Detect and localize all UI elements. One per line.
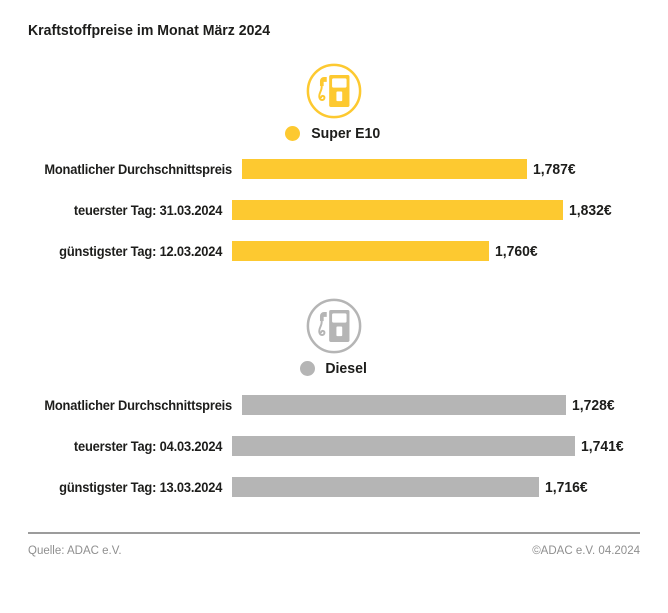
bar-row-value: 1,728€: [572, 396, 615, 414]
bar-row: Monatlicher Durchschnittspreis 1,787€: [28, 159, 668, 179]
bar-row-value: 1,832€: [569, 201, 612, 219]
source-note: Quelle: ADAC e.V.: [28, 545, 122, 557]
bar-row: teuerster Tag: 04.03.2024 1,741€: [28, 436, 668, 456]
bar: [242, 159, 528, 179]
legend-diesel: Diesel: [0, 360, 668, 377]
bar-rows-super-e10: Monatlicher Durchschnittspreis 1,787€ teue…: [0, 159, 668, 261]
bar: [232, 241, 489, 261]
bar-rows-diesel: Monatlicher Durchschnittspreis 1,728€ teue…: [0, 395, 668, 497]
legend-label-diesel: Diesel: [325, 360, 367, 377]
bar-row-value: 1,760€: [495, 242, 538, 260]
bar: [232, 200, 563, 220]
bar-row: Monatlicher Durchschnittspreis 1,728€: [28, 395, 668, 415]
bar-row: günstigster Tag: 12.03.2024 1,760€: [28, 241, 668, 261]
legend-dot-super-e10: [285, 126, 301, 141]
group-super-e10: Super E10 Monatlicher Durchschnittspreis…: [0, 62, 668, 261]
bar-row-label: günstigster Tag: 13.03.2024: [58, 479, 222, 495]
bar-row-label: teuerster Tag: 31.03.2024: [73, 202, 223, 218]
bar-row-value: 1,716€: [545, 478, 588, 496]
bar-row-label: Monatlicher Durchschnittspreis: [44, 397, 233, 413]
bar-row: teuerster Tag: 31.03.2024 1,832€: [28, 200, 668, 220]
group-diesel: Diesel Monatlicher Durchschnittspreis 1,7…: [0, 297, 668, 497]
bar-row: günstigster Tag: 13.03.2024 1,716€: [28, 477, 668, 497]
bar-row-label: teuerster Tag: 04.03.2024: [73, 438, 223, 454]
legend-dot-diesel: [299, 361, 315, 376]
copyright-note: ©ADAC e.V. 04.2024: [532, 545, 640, 557]
fuel-pump-icon: [306, 298, 362, 354]
bar-row-value: 1,741€: [581, 437, 624, 455]
footer: Quelle: ADAC e.V. ©ADAC e.V. 04.2024: [28, 532, 640, 557]
fuel-pump-icon: [306, 63, 362, 119]
bar: [232, 436, 575, 456]
legend-super-e10: Super E10: [0, 125, 668, 142]
bar: [242, 395, 567, 415]
bar-row-value: 1,787€: [533, 160, 576, 178]
bar-row-label: günstigster Tag: 12.03.2024: [58, 243, 222, 259]
legend-label-super-e10: Super E10: [311, 125, 381, 142]
bar: [232, 477, 539, 497]
bar-row-label: Monatlicher Durchschnittspreis: [44, 161, 233, 177]
page-title: Kraftstoffpreise im Monat März 2024: [28, 22, 271, 39]
